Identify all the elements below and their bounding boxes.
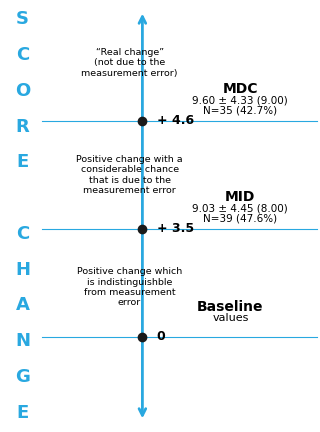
Text: A: A [15,296,29,314]
Text: “Real change”
(not due to the
measurement error): “Real change” (not due to the measuremen… [81,48,178,77]
Text: Baseline: Baseline [197,300,264,314]
Text: Positive change which
is indistinguishble
from measurement
error: Positive change which is indistinguishbl… [77,267,182,308]
Text: N=35 (42.7%): N=35 (42.7%) [203,105,277,115]
Text: N: N [15,332,30,350]
Text: 9.60 ± 4.33 (9.00): 9.60 ± 4.33 (9.00) [192,95,288,105]
Text: C: C [16,46,29,64]
Text: O: O [15,82,30,100]
Text: R: R [16,118,29,136]
Text: S: S [16,10,29,29]
Text: H: H [15,260,30,279]
Text: N=39 (47.6%): N=39 (47.6%) [203,213,277,223]
Text: 9.03 ± 4.45 (8.00): 9.03 ± 4.45 (8.00) [192,203,288,213]
Text: MDC: MDC [222,82,258,95]
Text: values: values [212,312,249,323]
Text: + 3.5: + 3.5 [157,222,194,235]
Text: Positive change with a
considerable chance
that is due to the
measurement error: Positive change with a considerable chan… [76,155,183,195]
Text: 0: 0 [157,330,165,343]
Text: E: E [16,153,28,172]
Text: C: C [16,225,29,243]
Text: E: E [16,403,28,422]
Text: MID: MID [225,190,255,203]
Text: G: G [15,368,30,386]
Text: + 4.6: + 4.6 [157,114,194,127]
